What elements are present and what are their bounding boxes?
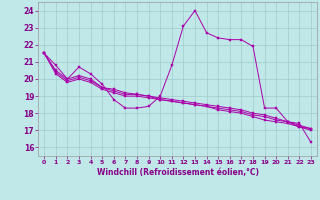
X-axis label: Windchill (Refroidissement éolien,°C): Windchill (Refroidissement éolien,°C): [97, 168, 259, 177]
